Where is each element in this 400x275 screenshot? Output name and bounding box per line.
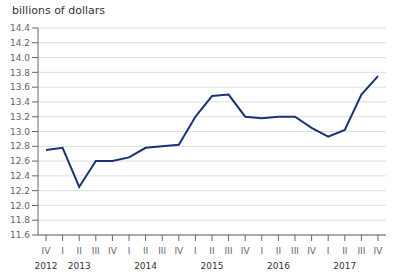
- svg-text:III: III: [225, 246, 233, 256]
- svg-text:III: III: [357, 246, 365, 256]
- svg-text:11.8: 11.8: [10, 215, 30, 225]
- svg-text:12.2: 12.2: [10, 186, 30, 196]
- svg-text:IV: IV: [108, 246, 118, 256]
- svg-text:2012: 2012: [35, 261, 58, 271]
- svg-text:2015: 2015: [201, 261, 224, 271]
- svg-text:IV: IV: [174, 246, 184, 256]
- svg-text:IV: IV: [374, 246, 384, 256]
- svg-text:12.6: 12.6: [10, 156, 30, 166]
- svg-text:2017: 2017: [333, 261, 356, 271]
- svg-text:IV: IV: [42, 246, 52, 256]
- svg-text:12.8: 12.8: [10, 141, 30, 151]
- svg-text:III: III: [291, 246, 299, 256]
- svg-text:12.0: 12.0: [10, 201, 30, 211]
- svg-text:I: I: [260, 246, 263, 256]
- svg-text:III: III: [158, 246, 166, 256]
- svg-text:2013: 2013: [68, 261, 91, 271]
- svg-text:2014: 2014: [134, 261, 157, 271]
- svg-text:II: II: [209, 246, 214, 256]
- svg-text:13.4: 13.4: [10, 97, 30, 107]
- svg-text:I: I: [128, 246, 131, 256]
- svg-text:2016: 2016: [267, 261, 290, 271]
- svg-text:II: II: [276, 246, 281, 256]
- svg-text:I: I: [61, 246, 64, 256]
- svg-text:12.4: 12.4: [10, 171, 30, 181]
- svg-text:14.2: 14.2: [10, 38, 30, 48]
- svg-text:IV: IV: [241, 246, 251, 256]
- svg-text:II: II: [143, 246, 148, 256]
- svg-text:I: I: [194, 246, 197, 256]
- svg-text:II: II: [77, 246, 82, 256]
- svg-text:11.6: 11.6: [10, 230, 30, 240]
- svg-text:I: I: [327, 246, 330, 256]
- svg-text:IV: IV: [307, 246, 317, 256]
- svg-text:13.6: 13.6: [10, 82, 30, 92]
- svg-text:13.8: 13.8: [10, 68, 30, 78]
- svg-text:III: III: [92, 246, 100, 256]
- svg-text:14.4: 14.4: [10, 23, 30, 33]
- svg-text:II: II: [342, 246, 347, 256]
- svg-text:13.2: 13.2: [10, 112, 30, 122]
- html-text:billions of dollars: billions of dollars: [12, 4, 106, 17]
- svg-text:14.0: 14.0: [10, 53, 30, 63]
- svg-text:13.0: 13.0: [10, 127, 30, 137]
